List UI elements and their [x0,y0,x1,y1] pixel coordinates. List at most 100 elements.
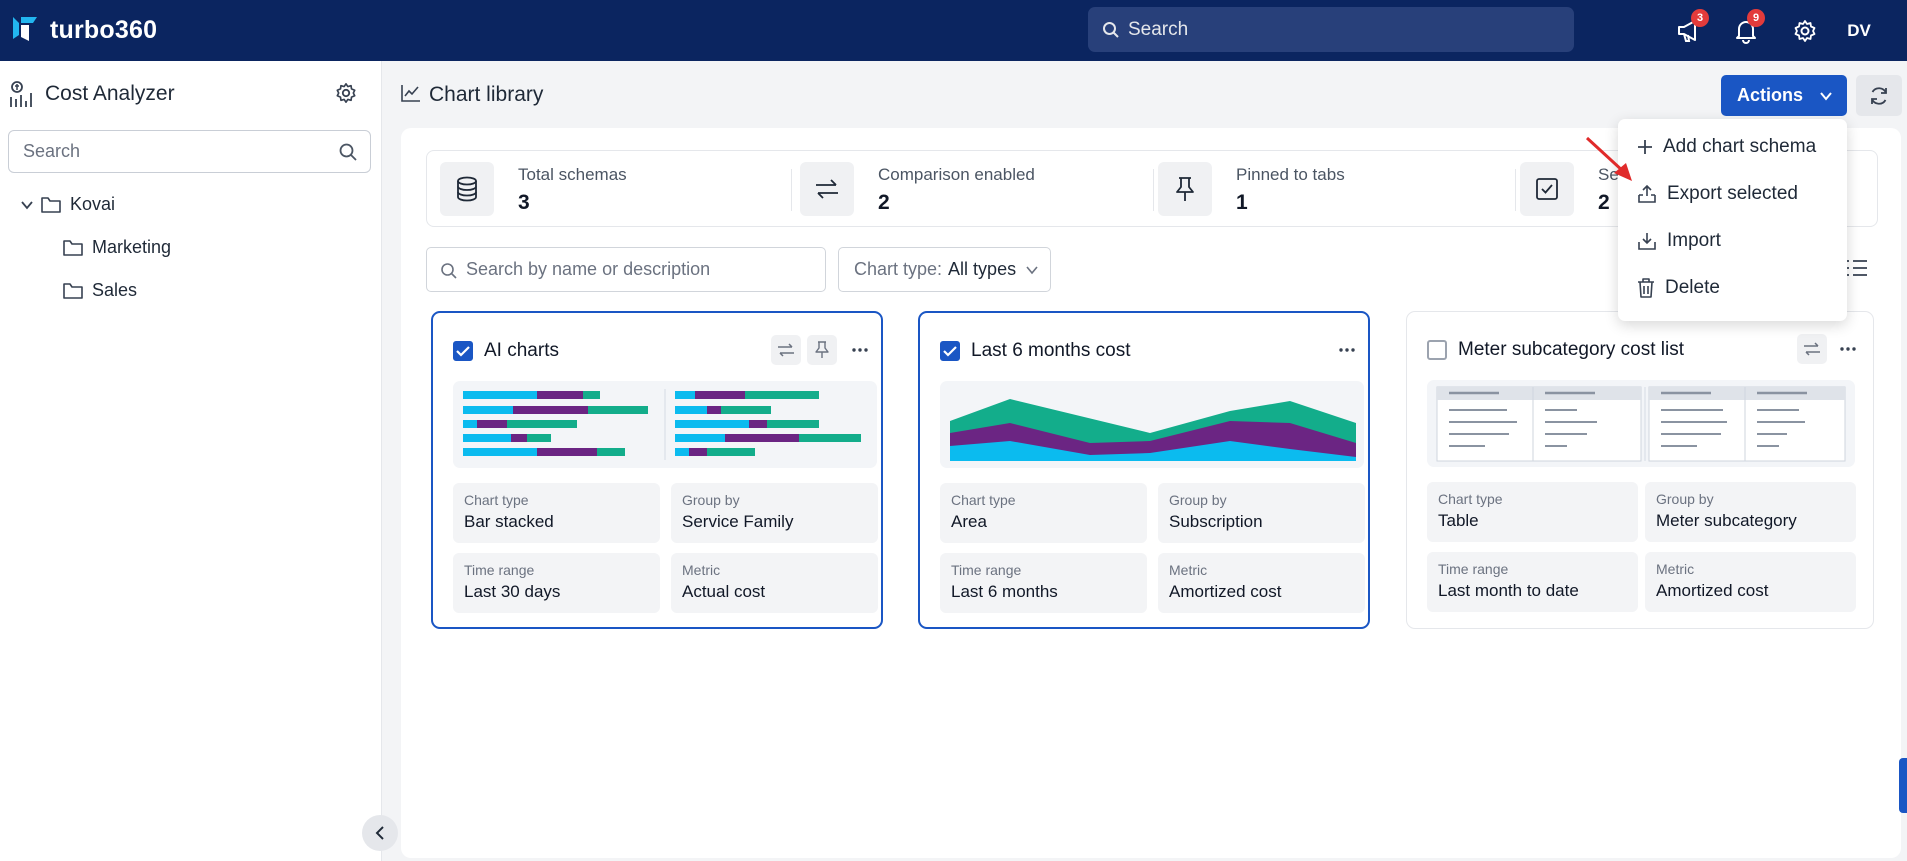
chart-search-placeholder: Search by name or description [466,259,711,279]
chart-card-ai-charts[interactable]: AI charts Chart typ [431,311,883,629]
info-value: Amortized cost [1656,581,1769,600]
swap-icon [800,162,854,216]
search-icon [441,263,457,279]
brand-name: turbo360 [50,16,158,44]
actions-button[interactable]: Actions [1721,75,1847,116]
swap-icon [1804,342,1820,356]
info-value: Actual cost [682,582,766,601]
chevron-down-icon [21,200,33,209]
menu-item-export-selected[interactable]: Export selected [1637,183,1798,205]
global-search-placeholder: Search [1128,18,1189,40]
refresh-button[interactable] [1856,75,1902,116]
info-time-range: Time range Last month to date [1427,552,1638,612]
chart-card-meter-subcategory-cost-list[interactable]: Meter subcategory cost list Chart type T… [1406,311,1874,629]
menu-item-label: Import [1667,230,1721,251]
feedback-tab[interactable] [1899,758,1907,813]
settings-button[interactable] [1788,14,1822,48]
card-title: Meter subcategory cost list [1458,339,1684,360]
menu-item-add-chart-schema[interactable]: Add chart schema [1637,136,1816,158]
global-search-input[interactable]: Search [1088,7,1574,52]
gear-icon [336,83,356,103]
info-value: Service Family [682,512,794,531]
folder-icon [63,239,83,256]
card-checkbox[interactable] [940,341,960,361]
divider [1515,169,1516,211]
info-label: Metric [1656,561,1695,577]
divider [791,169,792,211]
stat-value: 3 [518,191,530,214]
announcements-button[interactable]: 3 [1673,9,1709,48]
info-metric: Metric Amortized cost [1645,552,1856,612]
info-label: Chart type [464,492,529,508]
card-title: Last 6 months cost [971,340,1131,361]
notifications-button[interactable]: 9 [1729,9,1765,48]
page-header: Chart library [383,61,1907,127]
cost-analyzer-icon [10,81,32,107]
more-options-button[interactable] [1332,335,1362,365]
more-options-button[interactable] [845,335,875,365]
sidebar-search-input[interactable]: Search [8,130,371,173]
more-options-button[interactable] [1833,334,1863,364]
info-label: Time range [951,562,1022,578]
card-checkbox[interactable] [453,341,473,361]
info-value: Subscription [1169,512,1263,531]
sidebar-header: Cost Analyzer [0,61,381,127]
menu-item-label: Delete [1665,277,1720,298]
menu-item-label: Export selected [1667,183,1798,204]
info-label: Chart type [951,492,1016,508]
chart-type-filter-value: All types [948,259,1017,279]
brand[interactable]: turbo360 [10,13,157,48]
chart-search-input[interactable]: Search by name or description [426,247,826,292]
table-preview [1427,380,1855,467]
info-time-range: Time range Last 30 days [453,553,660,613]
info-value: Last 30 days [464,582,561,601]
info-group-by: Group by Subscription [1158,483,1365,543]
info-label: Time range [1438,561,1509,577]
menu-item-import[interactable]: Import [1637,230,1721,252]
info-label: Chart type [1438,491,1503,507]
stat-value: 2 [1598,191,1610,214]
sidebar-settings-button[interactable] [335,82,357,109]
check-icon [943,346,957,357]
info-group-by: Group by Service Family [671,483,878,543]
menu-item-delete[interactable]: Delete [1637,277,1720,299]
info-value: Last 6 months [951,582,1058,601]
info-label: Metric [1169,562,1208,578]
info-metric: Metric Amortized cost [1158,553,1365,613]
stacked-bar-preview [453,381,877,468]
actions-button-label: Actions [1737,85,1804,105]
stat-label: Pinned to tabs [1236,165,1345,184]
comparison-toggle-button[interactable] [771,335,801,365]
export-icon [1638,184,1656,203]
menu-item-label: Add chart schema [1663,136,1817,157]
announcements-badge: 3 [1691,9,1709,27]
folder-icon [41,196,61,213]
chart-type-filter[interactable]: Chart type: All types [838,247,1051,292]
top-bar: turbo360 Search 3 9 DV [0,0,1907,61]
info-value: Meter subcategory [1656,511,1797,530]
list-icon [1847,260,1867,276]
megaphone-icon [1678,20,1696,42]
info-label: Metric [682,562,721,578]
list-view-button[interactable] [1846,258,1868,283]
card-checkbox[interactable] [1427,340,1447,360]
comparison-toggle-button[interactable] [1797,334,1827,364]
user-avatar[interactable]: DV [1847,21,1871,40]
sidebar-title: Cost Analyzer [45,82,175,105]
collapse-sidebar-button[interactable] [362,815,398,851]
tree-item-marketing[interactable]: Marketing [63,237,171,258]
info-label: Time range [464,562,535,578]
search-icon [339,143,357,161]
tree-item-kovai[interactable]: Kovai [20,194,115,215]
gear-icon [1794,20,1816,42]
chart-card-last-6-months-cost[interactable]: Last 6 months cost Chart type Area Group… [918,311,1370,629]
info-label: Group by [682,492,740,508]
info-value: Area [951,512,987,531]
pin-button[interactable] [807,335,837,365]
tree-item-sales[interactable]: Sales [63,280,137,301]
more-horizontal-icon [1339,348,1355,352]
more-horizontal-icon [1840,347,1856,351]
line-chart-icon [401,85,420,102]
info-metric: Metric Actual cost [671,553,878,613]
info-chart-type: Chart type Table [1427,482,1638,542]
